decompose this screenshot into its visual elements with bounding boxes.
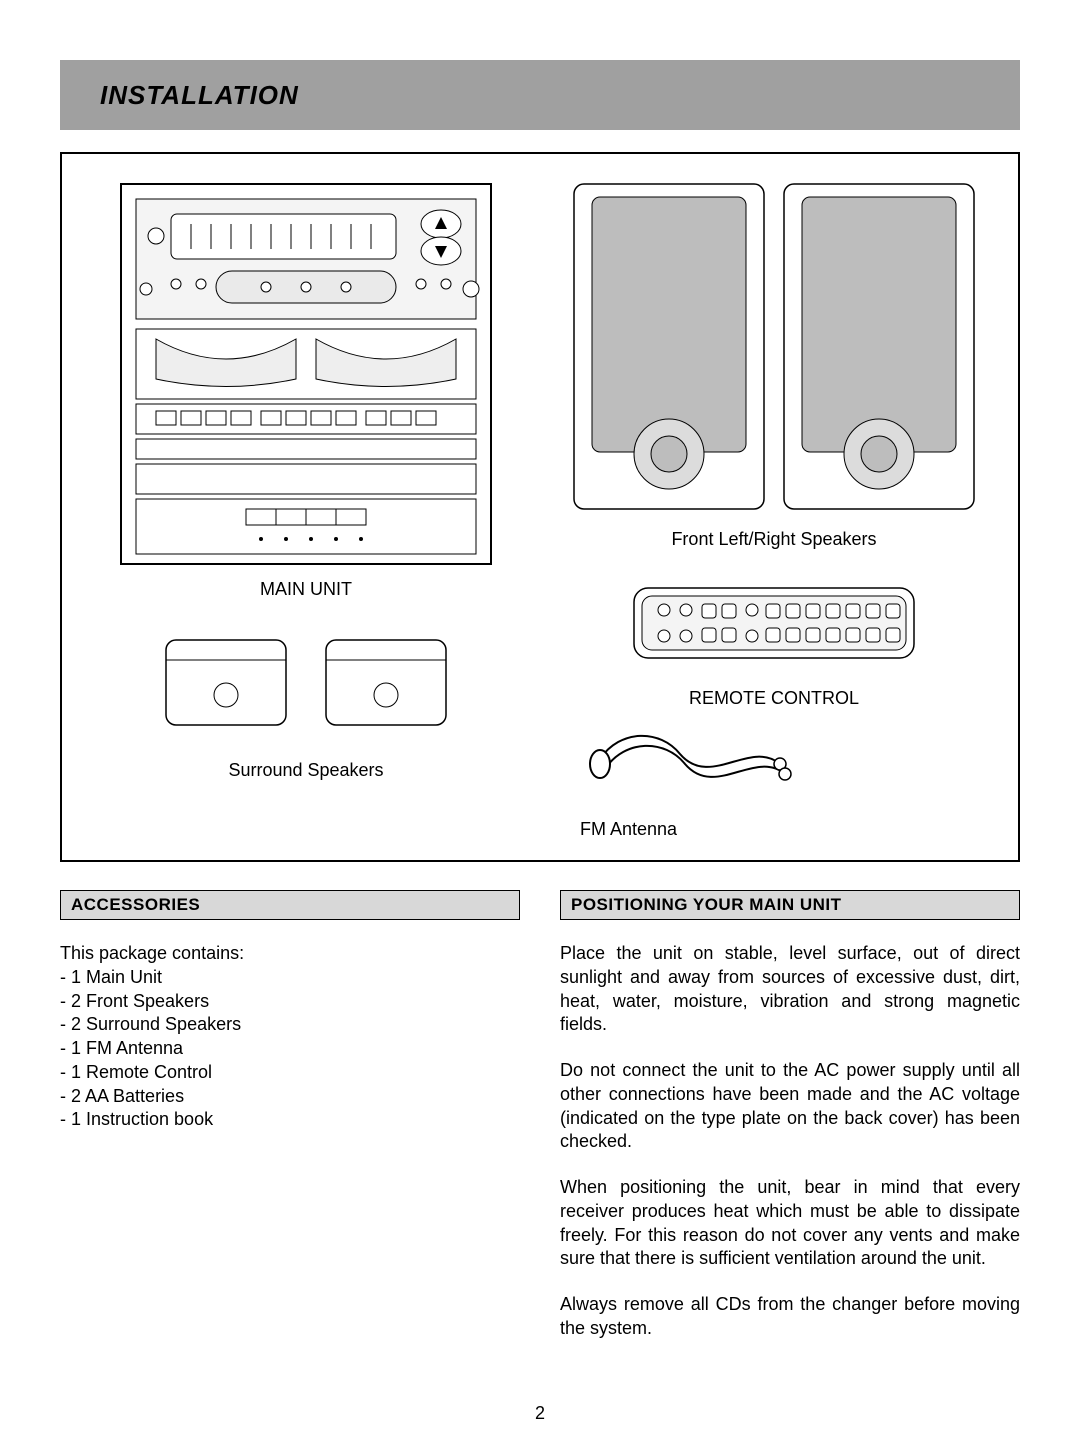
- list-item: - 2 AA Batteries: [60, 1085, 520, 1109]
- header-band: INSTALLATION: [60, 60, 1020, 130]
- main-unit-illustration: [116, 179, 496, 569]
- main-unit-caption: MAIN UNIT: [260, 579, 352, 600]
- list-item: - 1 Main Unit: [60, 966, 520, 990]
- remote-control-caption: REMOTE CONTROL: [689, 688, 859, 709]
- list-item: - 1 Remote Control: [60, 1061, 520, 1085]
- remote-control-illustration: [624, 568, 924, 678]
- fm-antenna-illustration: [580, 709, 800, 809]
- right-column: POSITIONING YOUR MAIN UNIT Place the uni…: [560, 890, 1020, 1363]
- paragraph: Always remove all CDs from the changer b…: [560, 1293, 1020, 1341]
- accessories-intro: This package contains:: [60, 942, 520, 966]
- diagram-right-col: Front Left/Right Speakers REMOTE CONTROL: [560, 179, 988, 840]
- paragraph: Place the unit on stable, level surface,…: [560, 942, 1020, 1037]
- fm-antenna-caption: FM Antenna: [580, 819, 800, 840]
- surround-speakers-caption: Surround Speakers: [228, 760, 383, 781]
- positioning-body: Place the unit on stable, level surface,…: [560, 942, 1020, 1341]
- positioning-heading: POSITIONING YOUR MAIN UNIT: [560, 890, 1020, 920]
- list-item: - 2 Surround Speakers: [60, 1013, 520, 1037]
- surround-speakers-illustration: [156, 630, 456, 750]
- front-speakers-caption: Front Left/Right Speakers: [671, 529, 876, 550]
- paragraph: When positioning the unit, bear in mind …: [560, 1176, 1020, 1271]
- page-title: INSTALLATION: [100, 80, 299, 111]
- paragraph: Do not connect the unit to the AC power …: [560, 1059, 1020, 1154]
- text-columns: ACCESSORIES This package contains: - 1 M…: [60, 890, 1020, 1363]
- left-column: ACCESSORIES This package contains: - 1 M…: [60, 890, 520, 1363]
- list-item: - 2 Front Speakers: [60, 990, 520, 1014]
- page-number: 2: [0, 1403, 1080, 1448]
- list-item: - 1 Instruction book: [60, 1108, 520, 1132]
- accessories-heading: ACCESSORIES: [60, 890, 520, 920]
- diagram-box: MAIN UNIT Surround Speakers: [60, 152, 1020, 862]
- front-speakers-illustration: [564, 179, 984, 519]
- list-item: - 1 FM Antenna: [60, 1037, 520, 1061]
- accessories-body: This package contains: - 1 Main Unit - 2…: [60, 942, 520, 1132]
- diagram-left-col: MAIN UNIT Surround Speakers: [92, 179, 520, 840]
